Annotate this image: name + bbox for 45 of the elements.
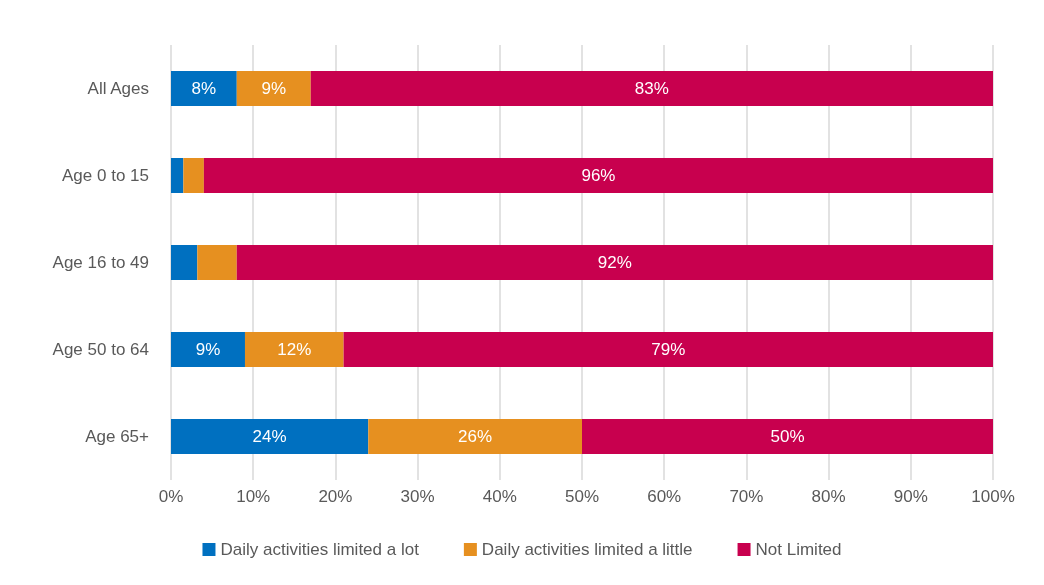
- bar: [343, 332, 993, 367]
- data-label: 96%: [581, 166, 616, 185]
- data-label: 92%: [597, 253, 632, 272]
- bar: [171, 245, 198, 280]
- y-tick-label: All Ages: [87, 79, 149, 98]
- x-tick-label: 0%: [158, 487, 184, 506]
- data-label: 12%: [277, 340, 312, 359]
- data-label: 8%: [191, 79, 217, 98]
- x-tick-label: 10%: [236, 487, 271, 506]
- data-label: 9%: [261, 79, 287, 98]
- bar: [183, 158, 204, 193]
- x-tick-label: 70%: [729, 487, 764, 506]
- bar: [197, 245, 237, 280]
- bar: [171, 332, 245, 367]
- data-label: 83%: [634, 79, 669, 98]
- legend-label: Daily activities limited a lot: [220, 540, 420, 559]
- data-label: 50%: [770, 427, 805, 446]
- bar: [236, 245, 993, 280]
- bar: [171, 71, 237, 106]
- x-tick-label: 50%: [564, 487, 600, 506]
- data-label: 9%: [195, 340, 221, 359]
- data-label: 24%: [252, 427, 287, 446]
- x-tick-label: 20%: [318, 487, 353, 506]
- x-tick-label: 100%: [971, 487, 1015, 506]
- legend-label: Daily activities limited a little: [481, 540, 693, 559]
- y-tick-label: Age 16 to 49: [52, 253, 149, 272]
- bar: [171, 158, 184, 193]
- legend-label: Not Limited: [755, 540, 842, 559]
- bar: [244, 332, 344, 367]
- data-label: 79%: [651, 340, 686, 359]
- y-tick-label: Age 0 to 15: [62, 166, 149, 185]
- y-tick-label: Age 65+: [85, 427, 150, 446]
- x-tick-label: 90%: [893, 487, 928, 506]
- bar: [171, 419, 369, 454]
- bar: [310, 71, 993, 106]
- bar: [236, 71, 311, 106]
- bar: [368, 419, 582, 454]
- x-tick-label: 30%: [400, 487, 435, 506]
- x-tick-label: 80%: [811, 487, 846, 506]
- bar: [203, 158, 993, 193]
- data-label: 26%: [458, 427, 493, 446]
- x-tick-label: 60%: [647, 487, 682, 506]
- y-tick-label: Age 50 to 64: [52, 340, 149, 359]
- bar: [582, 419, 993, 454]
- x-tick-label: 40%: [482, 487, 517, 506]
